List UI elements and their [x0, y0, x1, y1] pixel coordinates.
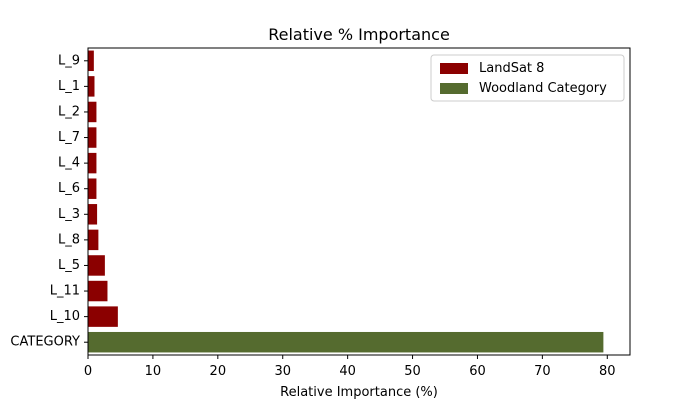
y-tick-label: L_6 [58, 181, 80, 196]
y-tick-label: L_11 [50, 284, 80, 299]
y-tick-label: L_10 [50, 309, 80, 324]
bar-l-4 [88, 152, 97, 174]
x-axis-ticks: 0 10 20 30 40 50 60 70 80 [84, 355, 616, 379]
chart-title: Relative % Importance [268, 25, 450, 44]
y-tick-label: L_4 [58, 156, 80, 171]
bar-l-10 [88, 306, 118, 327]
bar-l-1 [88, 76, 95, 97]
x-tick-label: 40 [339, 364, 356, 379]
y-tick-label: CATEGORY [10, 335, 80, 350]
x-tick-label: 0 [84, 364, 92, 379]
x-tick-label: 50 [404, 364, 421, 379]
legend-label: Woodland Category [479, 81, 607, 96]
y-tick-label: L_3 [58, 207, 80, 222]
legend-label: LandSat 8 [479, 61, 544, 76]
bar-l-8 [88, 229, 99, 251]
x-tick-label: 30 [274, 364, 291, 379]
y-tick-label: L_1 [58, 79, 80, 94]
legend-swatch [440, 63, 468, 74]
y-tick-label: L_8 [58, 232, 80, 247]
x-tick-label: 80 [599, 364, 616, 379]
x-tick-label: 60 [469, 364, 486, 379]
y-tick-label: L_2 [58, 104, 80, 119]
y-tick-label: L_9 [58, 53, 80, 68]
bar-l-3 [88, 204, 98, 225]
bar-l-9 [88, 50, 94, 72]
bar-l-2 [88, 101, 97, 123]
bar-l-11 [88, 280, 108, 302]
bar-category [88, 331, 604, 353]
bars-group [88, 50, 604, 353]
plot-frame [87, 47, 631, 356]
x-tick-label: 20 [210, 364, 227, 379]
y-axis-ticks: CATEGORY L_10 L_11 L_5 L_8 L_3 L_6 L_4 L_7 L_2 L_1… [10, 53, 88, 350]
bar-l-6 [88, 178, 97, 199]
legend: LandSat 8 Woodland Category [430, 54, 625, 102]
y-tick-label: L_5 [58, 258, 80, 273]
y-tick-label: L_7 [58, 130, 80, 145]
x-tick-label: 70 [534, 364, 551, 379]
bar-l-5 [88, 255, 105, 276]
legend-box [430, 54, 625, 102]
bar-l-7 [88, 127, 97, 148]
x-tick-label: 10 [145, 364, 162, 379]
x-axis-label: Relative Importance (%) [280, 385, 438, 400]
legend-swatch [440, 83, 468, 94]
